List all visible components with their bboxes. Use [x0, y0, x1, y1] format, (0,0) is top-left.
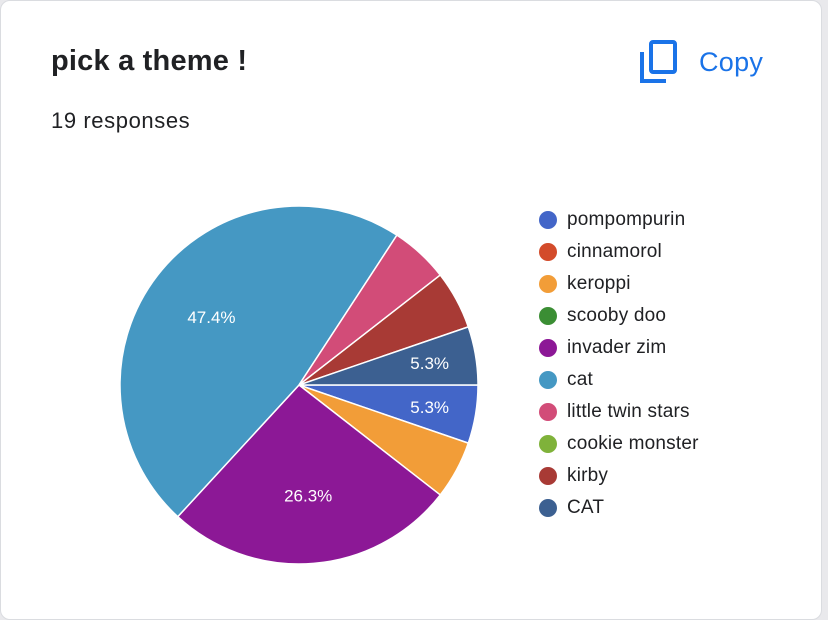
slice-label: 47.4% [187, 308, 235, 327]
slice-label: 26.3% [284, 487, 332, 506]
legend-swatch [539, 211, 557, 229]
legend-item: cat [539, 364, 699, 396]
legend-label: invader zim [567, 337, 667, 358]
pie-slice-invader-zim [176, 383, 442, 565]
legend-item: cinnamorol [539, 236, 699, 268]
legend-item: CAT [539, 492, 699, 524]
legend-swatch [539, 371, 557, 389]
legend-label: scooby doo [567, 305, 667, 326]
legend-swatch [539, 307, 557, 325]
legend-swatch [539, 467, 557, 485]
response-count: 19 responses [51, 108, 191, 133]
legend-label: cinnamorol [567, 241, 662, 262]
legend-label: cookie monster [567, 433, 699, 454]
legend-item: invader zim [539, 332, 699, 364]
legend-item: keroppi [539, 268, 699, 300]
legend-label: CAT [567, 497, 605, 518]
legend-swatch [539, 435, 557, 453]
legend-label: kirby [567, 465, 609, 486]
legend-label: little twin stars [567, 401, 690, 422]
copy-button-label: Copy [699, 46, 764, 77]
legend-item: cookie monster [539, 428, 699, 460]
question-title: pick a theme ! [51, 45, 248, 77]
legend-label: pompompurin [567, 209, 686, 230]
legend-item: little twin stars [539, 396, 699, 428]
pie-slice-cat [119, 205, 398, 518]
slice-label: 5.3% [410, 398, 449, 417]
legend-swatch [539, 499, 557, 517]
legend-swatch [539, 403, 557, 421]
pie-slice-cat [298, 325, 479, 386]
legend-label: keroppi [567, 273, 631, 294]
legend-swatch [539, 275, 557, 293]
legend-label: cat [567, 369, 593, 390]
legend-item: scooby doo [539, 300, 699, 332]
legend-swatch [539, 243, 557, 261]
copy-icon [640, 40, 677, 83]
slice-label: 5.3% [410, 354, 449, 373]
legend-item: kirby [539, 460, 699, 492]
pie-chart: 5.3% 26.3% 47.4% 5.3% [119, 205, 479, 565]
chart-legend: pompompurin cinnamorol keroppi scooby doo in… [539, 204, 699, 524]
copy-button[interactable]: Copy [637, 39, 763, 85]
legend-swatch [539, 339, 557, 357]
legend-item: pompompurin [539, 204, 699, 236]
